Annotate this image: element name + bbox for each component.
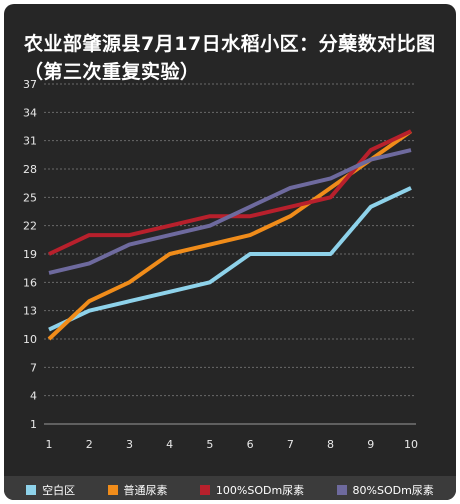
x-tick-label: 6: [247, 438, 254, 451]
series-line-4: [48, 148, 412, 275]
legend-item-2: 普通尿素: [107, 482, 168, 498]
y-tick-label: 10: [23, 333, 37, 346]
x-tick-label: 8: [327, 438, 334, 451]
chart-card: 农业部肇源县7月17日水稻小区：分蘖数对比图（第三次重复实验） 1 4 7 10 13 1…: [4, 4, 456, 500]
y-tick-label: 16: [23, 276, 37, 289]
y-tick-label: 7: [30, 361, 37, 374]
legend-swatch: [336, 485, 347, 495]
legend-label: 100%SODm尿素: [215, 484, 305, 497]
legend-swatch: [26, 485, 37, 495]
x-tick-label: 10: [404, 438, 418, 451]
y-tick-label: 34: [23, 106, 37, 119]
x-tick-label: 1: [46, 438, 53, 451]
x-tick-label: 7: [287, 438, 294, 451]
legend-swatch: [107, 485, 118, 495]
y-tick-label: 22: [23, 220, 37, 233]
x-tick-label: 2: [86, 438, 93, 451]
series-line-1: [48, 186, 412, 332]
y-tick-label: 19: [23, 248, 37, 261]
series-line-3: [48, 129, 412, 256]
x-tick-label: 5: [206, 438, 213, 451]
legend-item-4: 80%SODm尿素: [336, 482, 434, 498]
chart-legend: 空白区 普通尿素 100%SODm尿素 80%SODm尿素: [4, 476, 456, 500]
y-tick-label: 31: [23, 135, 37, 148]
x-tick-label: 9: [367, 438, 374, 451]
x-tick-label: 4: [166, 438, 173, 451]
y-tick-label: 37: [23, 78, 37, 91]
y-tick-label: 4: [30, 390, 37, 403]
legend-label: 空白区: [42, 484, 76, 497]
legend-label: 80%SODm尿素: [352, 484, 434, 497]
legend-label: 普通尿素: [123, 484, 168, 497]
y-tick-label: 13: [23, 305, 37, 318]
y-tick-label: 25: [23, 191, 37, 204]
chart-title: 农业部肇源县7月17日水稻小区：分蘖数对比图（第三次重复实验）: [24, 33, 436, 83]
x-tick-label: 3: [126, 438, 133, 451]
y-tick-label: 1: [30, 418, 37, 431]
legend-swatch: [199, 485, 210, 495]
legend-item-1: 空白区: [26, 482, 75, 498]
legend-item-3: 100%SODm尿素: [199, 482, 305, 498]
y-tick-label: 28: [23, 163, 37, 176]
